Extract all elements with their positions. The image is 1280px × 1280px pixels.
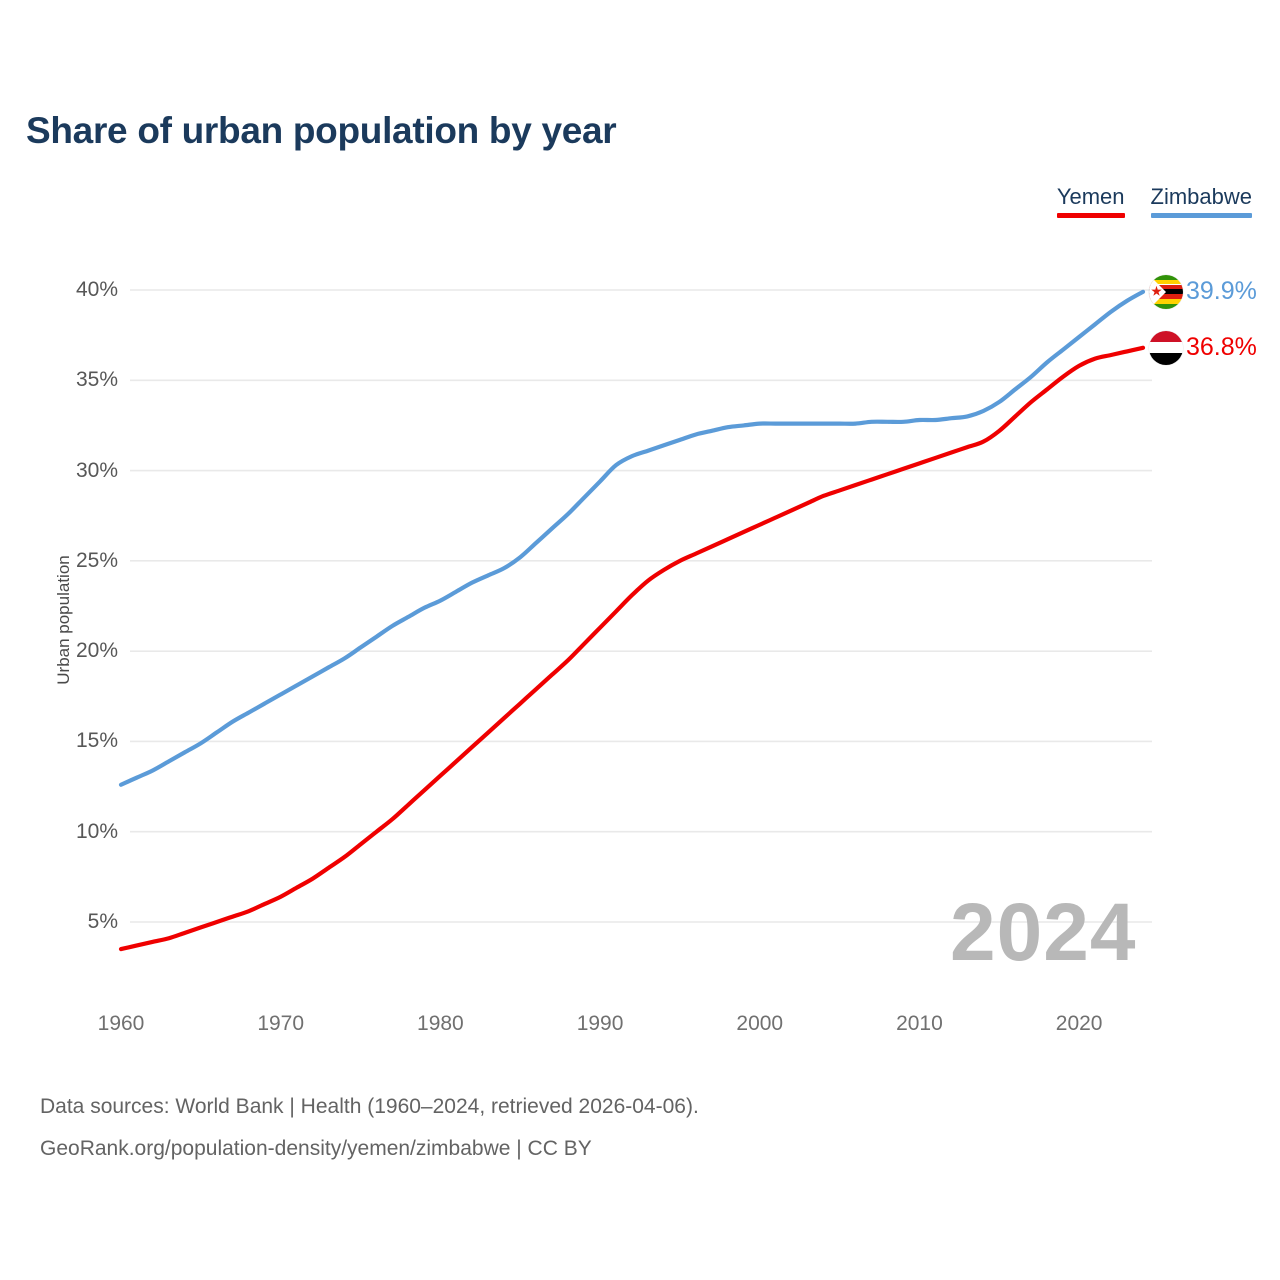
- legend-label-yemen: Yemen: [1056, 184, 1125, 209]
- chart-legend: Yemen Zimbabwe: [1056, 184, 1252, 218]
- footer: Data sources: World Bank | Health (1960–…: [40, 1086, 699, 1170]
- end-label-yemen: 36.8%: [1149, 330, 1257, 365]
- legend-color-rule-yemen: [1056, 213, 1125, 218]
- page-title: Share of urban population by year: [26, 110, 617, 151]
- end-value-zimbabwe: 39.9%: [1186, 277, 1257, 306]
- y-tick-label: 10%: [75, 819, 118, 843]
- y-tick-label: 15%: [75, 729, 118, 753]
- end-value-yemen: 36.8%: [1186, 333, 1257, 362]
- y-tick-label: 40%: [75, 278, 118, 301]
- legend-item-yemen[interactable]: Yemen: [1056, 184, 1125, 218]
- x-tick-label: 2010: [896, 1012, 943, 1035]
- x-tick-label: 1980: [417, 1012, 464, 1035]
- end-label-zimbabwe: 39.9%: [1149, 274, 1257, 309]
- x-tick-label: 1970: [257, 1012, 305, 1035]
- x-tick-label: 2020: [1055, 1012, 1103, 1035]
- legend-label-zimbabwe: Zimbabwe: [1150, 184, 1252, 209]
- legend-item-zimbabwe[interactable]: Zimbabwe: [1150, 184, 1252, 218]
- gridlines: [130, 289, 1152, 923]
- y-tick-label: 25%: [75, 548, 118, 572]
- zimbabwe-flag-icon: [1149, 274, 1183, 309]
- series-lines: [118, 289, 1146, 952]
- y-tick-label: 5%: [87, 910, 118, 933]
- series-line-yemen: [118, 345, 1146, 952]
- y-tick-label: 35%: [75, 368, 118, 392]
- y-tick-label: 30%: [75, 458, 118, 482]
- footer-attribution: GeoRank.org/population-density/yemen/zim…: [40, 1137, 592, 1160]
- yemen-flag-icon: [1149, 330, 1183, 365]
- footer-data-sources: Data sources: World Bank | Health (1960–…: [40, 1095, 699, 1118]
- y-tick-label: 20%: [75, 639, 118, 663]
- x-tick-label: 1960: [97, 1012, 145, 1035]
- legend-color-rule-zimbabwe: [1150, 213, 1252, 218]
- x-tick-label: 1990: [576, 1012, 624, 1035]
- y-axis-title: Urban population: [54, 555, 73, 685]
- series-line-zimbabwe: [118, 289, 1146, 787]
- x-tick-label: 2000: [736, 1012, 784, 1035]
